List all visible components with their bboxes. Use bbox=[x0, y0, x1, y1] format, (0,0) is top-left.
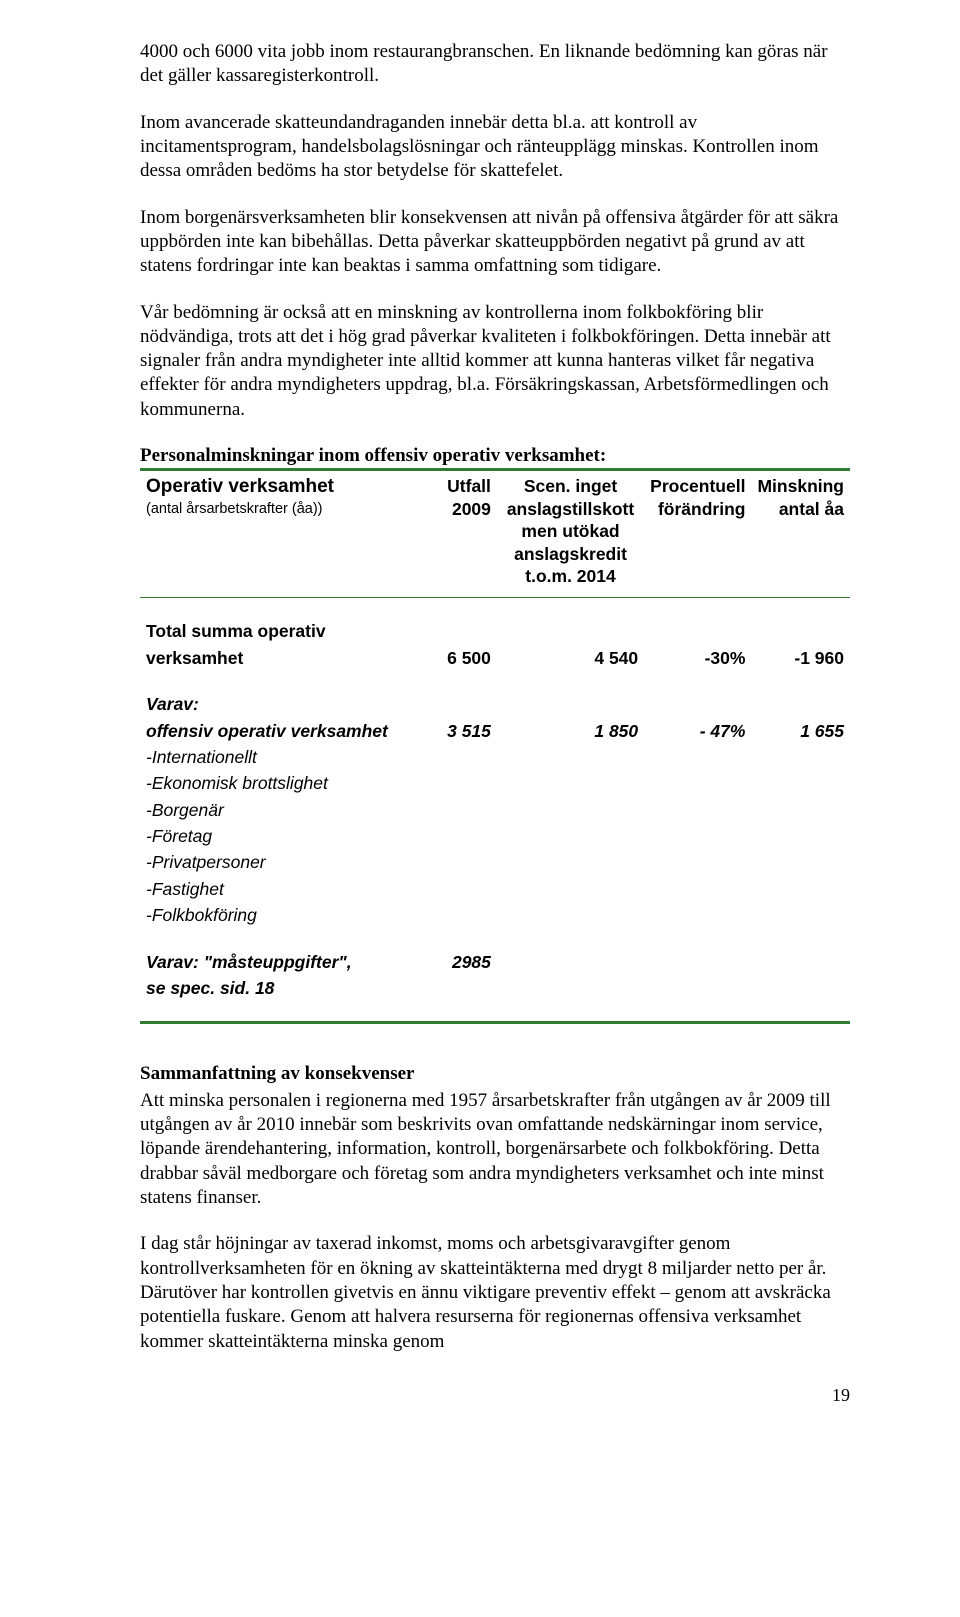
col-header-line: Procentuell bbox=[650, 476, 745, 496]
page-number: 19 bbox=[140, 1384, 850, 1407]
col-header-line: men utökad bbox=[521, 521, 619, 541]
document-page: 4000 och 6000 vita jobb inom restaurangb… bbox=[0, 0, 960, 1447]
table-row-subitem: -Företag bbox=[140, 823, 850, 849]
table-heading: Personalminskningar inom offensiv operat… bbox=[140, 444, 850, 468]
cell-value: - 47% bbox=[644, 718, 751, 744]
table-row-varav: Varav: bbox=[140, 691, 850, 717]
cell-value: 2985 bbox=[412, 949, 497, 975]
table-row-maste-l2: se spec. sid. 18 bbox=[140, 975, 850, 1001]
body-paragraph: Att minska personalen i regionerna med 1… bbox=[140, 1089, 850, 1211]
cell-value: 1 655 bbox=[751, 718, 850, 744]
col-header-utfall: Utfall 2009 bbox=[412, 471, 497, 597]
cell-label: offensiv operativ verksamhet bbox=[140, 718, 412, 744]
table-row-total-l1: Total summa operativ bbox=[140, 618, 850, 644]
cell-value: 6 500 bbox=[412, 645, 497, 671]
table-row-subitem: -Folkbokföring bbox=[140, 902, 850, 928]
cell-label: -Privatpersoner bbox=[140, 849, 412, 875]
cell-value: 1 850 bbox=[497, 718, 644, 744]
col-header-title: Operativ verksamhet bbox=[146, 476, 334, 497]
table-row-subitem: -Borgenär bbox=[140, 797, 850, 823]
summary-heading: Sammanfattning av konsekvenser bbox=[140, 1062, 850, 1086]
body-paragraph: Inom avancerade skatteundandraganden inn… bbox=[140, 111, 850, 184]
table-spacer bbox=[140, 1001, 850, 1021]
cell-value: 4 540 bbox=[497, 645, 644, 671]
table-spacer bbox=[140, 598, 850, 619]
body-paragraph: Vår bedömning är också att en minskning … bbox=[140, 301, 850, 423]
cell-label: -Företag bbox=[140, 823, 412, 849]
col-header-operativ: Operativ verksamhet (antal årsarbetskraf… bbox=[140, 471, 412, 597]
body-paragraph: 4000 och 6000 vita jobb inom restaurangb… bbox=[140, 40, 850, 89]
cell-value: -30% bbox=[644, 645, 751, 671]
table-row-subitem: -Internationellt bbox=[140, 744, 850, 770]
table-row-subitem: -Ekonomisk brottslighet bbox=[140, 770, 850, 796]
col-header-procent: Procentuell förändring bbox=[644, 471, 751, 597]
col-header-minskning: Minskning antal åa bbox=[751, 471, 850, 597]
cell-value: 3 515 bbox=[412, 718, 497, 744]
table-row-maste-l1: Varav: "måsteuppgifter", 2985 bbox=[140, 949, 850, 975]
personnel-table: Operativ verksamhet (antal årsarbetskraf… bbox=[140, 471, 850, 1021]
col-header-line: Minskning bbox=[757, 476, 844, 496]
cell-label: Total summa operativ bbox=[140, 618, 412, 644]
table-spacer bbox=[140, 929, 850, 949]
col-header-scenario: Scen. inget anslagstillskott men utökad … bbox=[497, 471, 644, 597]
col-header-line: Scen. inget bbox=[524, 476, 617, 496]
cell-label: -Internationellt bbox=[140, 744, 412, 770]
cell-label: -Borgenär bbox=[140, 797, 412, 823]
cell-label: se spec. sid. 18 bbox=[140, 975, 412, 1001]
cell-label: verksamhet bbox=[140, 645, 412, 671]
table-row-subitem: -Fastighet bbox=[140, 876, 850, 902]
col-header-line: anslagskredit bbox=[514, 544, 627, 564]
body-paragraph: I dag står höjningar av taxerad inkomst,… bbox=[140, 1232, 850, 1354]
col-header-line: 2009 bbox=[452, 499, 491, 519]
table-row-total-l2: verksamhet 6 500 4 540 -30% -1 960 bbox=[140, 645, 850, 671]
table-row-offensive: offensiv operativ verksamhet 3 515 1 850… bbox=[140, 718, 850, 744]
cell-label: -Fastighet bbox=[140, 876, 412, 902]
cell-value: -1 960 bbox=[751, 645, 850, 671]
body-paragraph: Inom borgenärsverksamheten blir konsekve… bbox=[140, 206, 850, 279]
cell-label: -Ekonomisk brottslighet bbox=[140, 770, 412, 796]
cell-label: -Folkbokföring bbox=[140, 902, 412, 928]
table-spacer bbox=[140, 671, 850, 691]
table-row-subitem: -Privatpersoner bbox=[140, 849, 850, 875]
col-header-line: förändring bbox=[658, 499, 746, 519]
col-header-line: antal åa bbox=[779, 499, 844, 519]
cell-label: Varav: bbox=[140, 691, 412, 717]
col-header-line: anslagstillskott bbox=[507, 499, 634, 519]
personnel-table-container: Operativ verksamhet (antal årsarbetskraf… bbox=[140, 468, 850, 1024]
col-header-line: Utfall bbox=[447, 476, 491, 496]
col-header-line: t.o.m. 2014 bbox=[525, 566, 615, 586]
table-header-row: Operativ verksamhet (antal årsarbetskraf… bbox=[140, 471, 850, 597]
cell-label: Varav: "måsteuppgifter", bbox=[140, 949, 412, 975]
col-header-subtitle: (antal årsarbetskrafter (åa)) bbox=[146, 500, 406, 519]
